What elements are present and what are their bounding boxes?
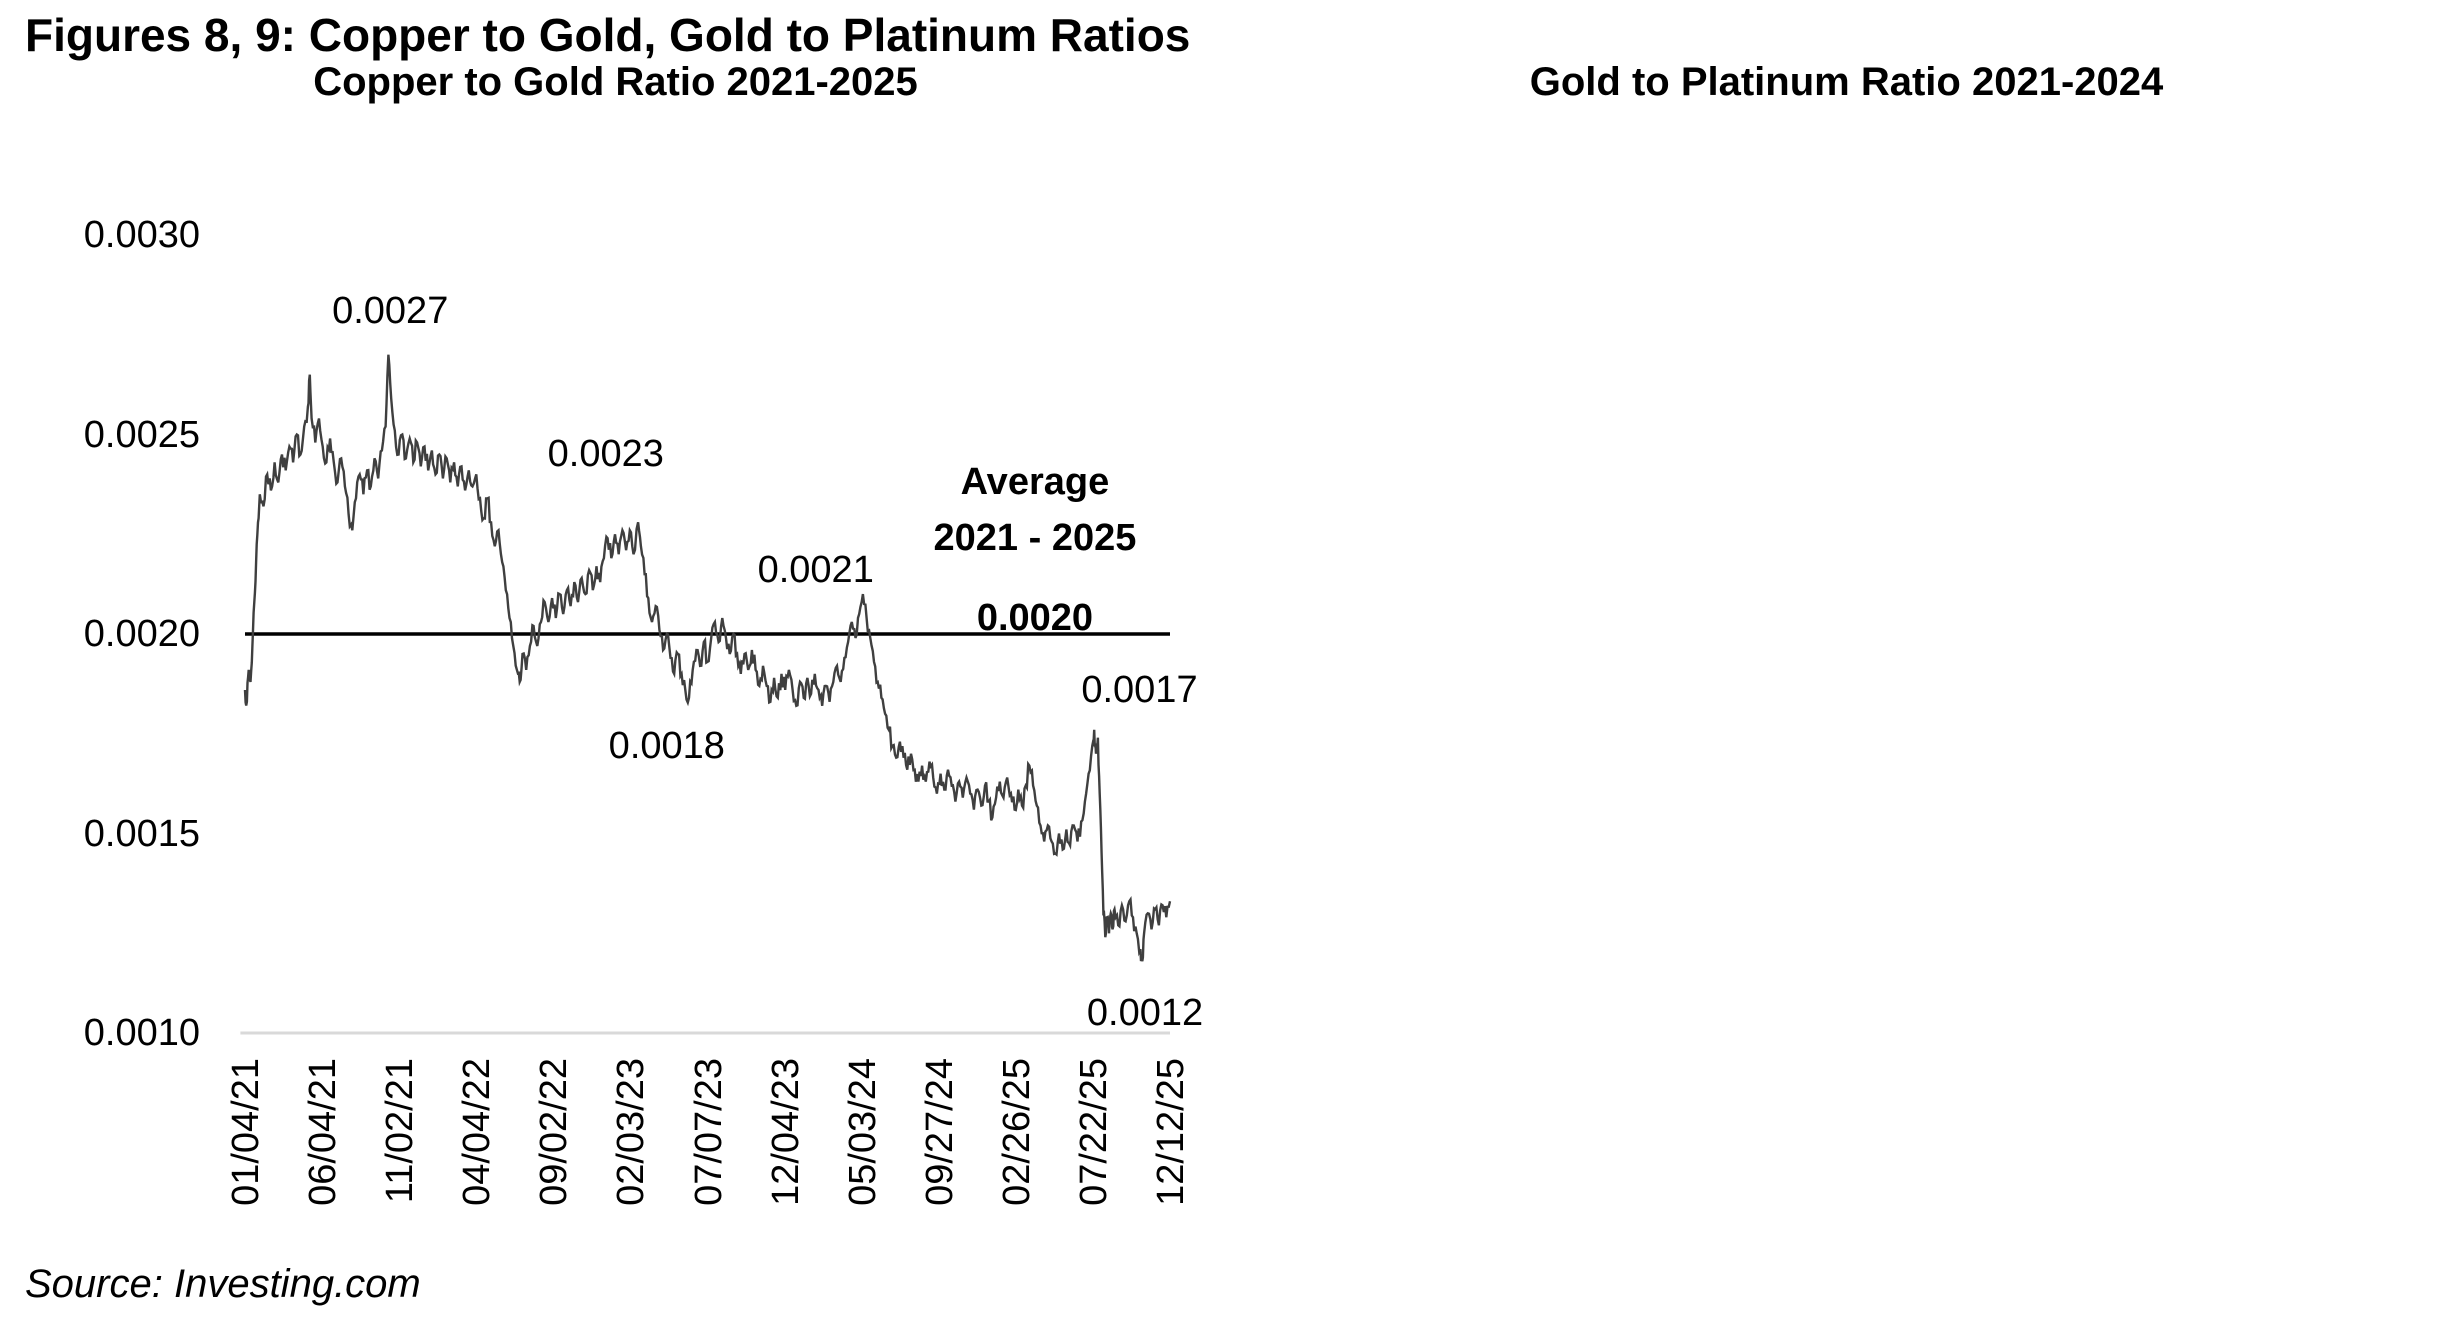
chart-title-copper-gold: Copper to Gold Ratio 2021-2025 xyxy=(313,60,918,104)
annotation-label: 0.0023 xyxy=(547,433,664,476)
annotation-label: 0.0017 xyxy=(1081,668,1198,711)
x-tick-label: 11/02/21 xyxy=(379,1058,422,1204)
x-tick-label: 07/22/25 xyxy=(1072,1058,1115,1206)
y-tick-label: 0.0010 xyxy=(83,1012,200,1054)
x-tick-label: 02/26/25 xyxy=(995,1058,1038,1206)
y-tick-label: 2.5 xyxy=(2243,587,2462,631)
x-tick-label: 05/03/24 xyxy=(841,1058,884,1206)
y-tick-label: 0.0020 xyxy=(83,613,200,655)
y-tick-label: 0.0025 xyxy=(83,413,200,456)
x-tick-label: 06/04/21 xyxy=(302,1058,345,1206)
annotation-label: 2021 - 2025 xyxy=(933,517,1137,560)
annotation-label: 0.0027 xyxy=(332,289,449,332)
annotation-label: Average xyxy=(960,461,1110,504)
source-caption: Source: Investing.com xyxy=(25,1262,421,1306)
figure-title: Figures 8, 9: Copper to Gold, Gold to Pl… xyxy=(25,9,1191,61)
x-tick-label: 07/07/23 xyxy=(687,1058,730,1206)
annotation-label: 0.0021 xyxy=(757,549,874,592)
y-tick-label: 0.0030 xyxy=(83,214,200,256)
x-tick-label: 04/04/22 xyxy=(456,1058,499,1206)
x-tick-label: 09/02/22 xyxy=(533,1058,576,1206)
chart-copper-gold: Copper to Gold Ratio 2021-2025 0.0030 0.0… xyxy=(84,60,1203,1206)
series-line xyxy=(243,354,1172,962)
x-tick-label: 01/04/21 xyxy=(225,1058,267,1206)
y-tick-label: 3.0 xyxy=(2243,446,2462,490)
chart-gold-platinum: Gold to Platinum Ratio 2021-2024 4.0 3.5 3… xyxy=(1231,0,2462,1338)
x-tick-label: 12/04/23 xyxy=(764,1058,807,1206)
x-tick-label: 09/27/24 xyxy=(918,1058,961,1206)
x-tick-label: 12/12/25 xyxy=(1150,1058,1192,1206)
y-tick-label: 2.0 xyxy=(2243,727,2462,771)
x-tick-label: 02/03/23 xyxy=(610,1058,653,1206)
y-tick-label: 4.0 xyxy=(2243,165,2462,209)
chart-title-gold-platinum: Gold to Platinum Ratio 2021-2024 xyxy=(1529,60,2164,104)
annotation-label: 0.0012 xyxy=(1086,992,1204,1035)
annotation-label: 0.0020 xyxy=(976,597,1094,640)
plot-copper-gold: 0.0030 0.0025 0.0020 0.0015 0.0010 01/04/21 06… xyxy=(84,214,1203,1206)
plot-area xyxy=(240,354,1172,1035)
y-tick-label: 1.5 xyxy=(2243,868,2462,912)
y-tick-label: 3.5 xyxy=(2243,306,2462,350)
y-tick-label: 0.0015 xyxy=(83,812,200,855)
annotation-label: 0.0018 xyxy=(608,724,725,767)
y-tick-label: 1.0 xyxy=(2243,1008,2462,1052)
